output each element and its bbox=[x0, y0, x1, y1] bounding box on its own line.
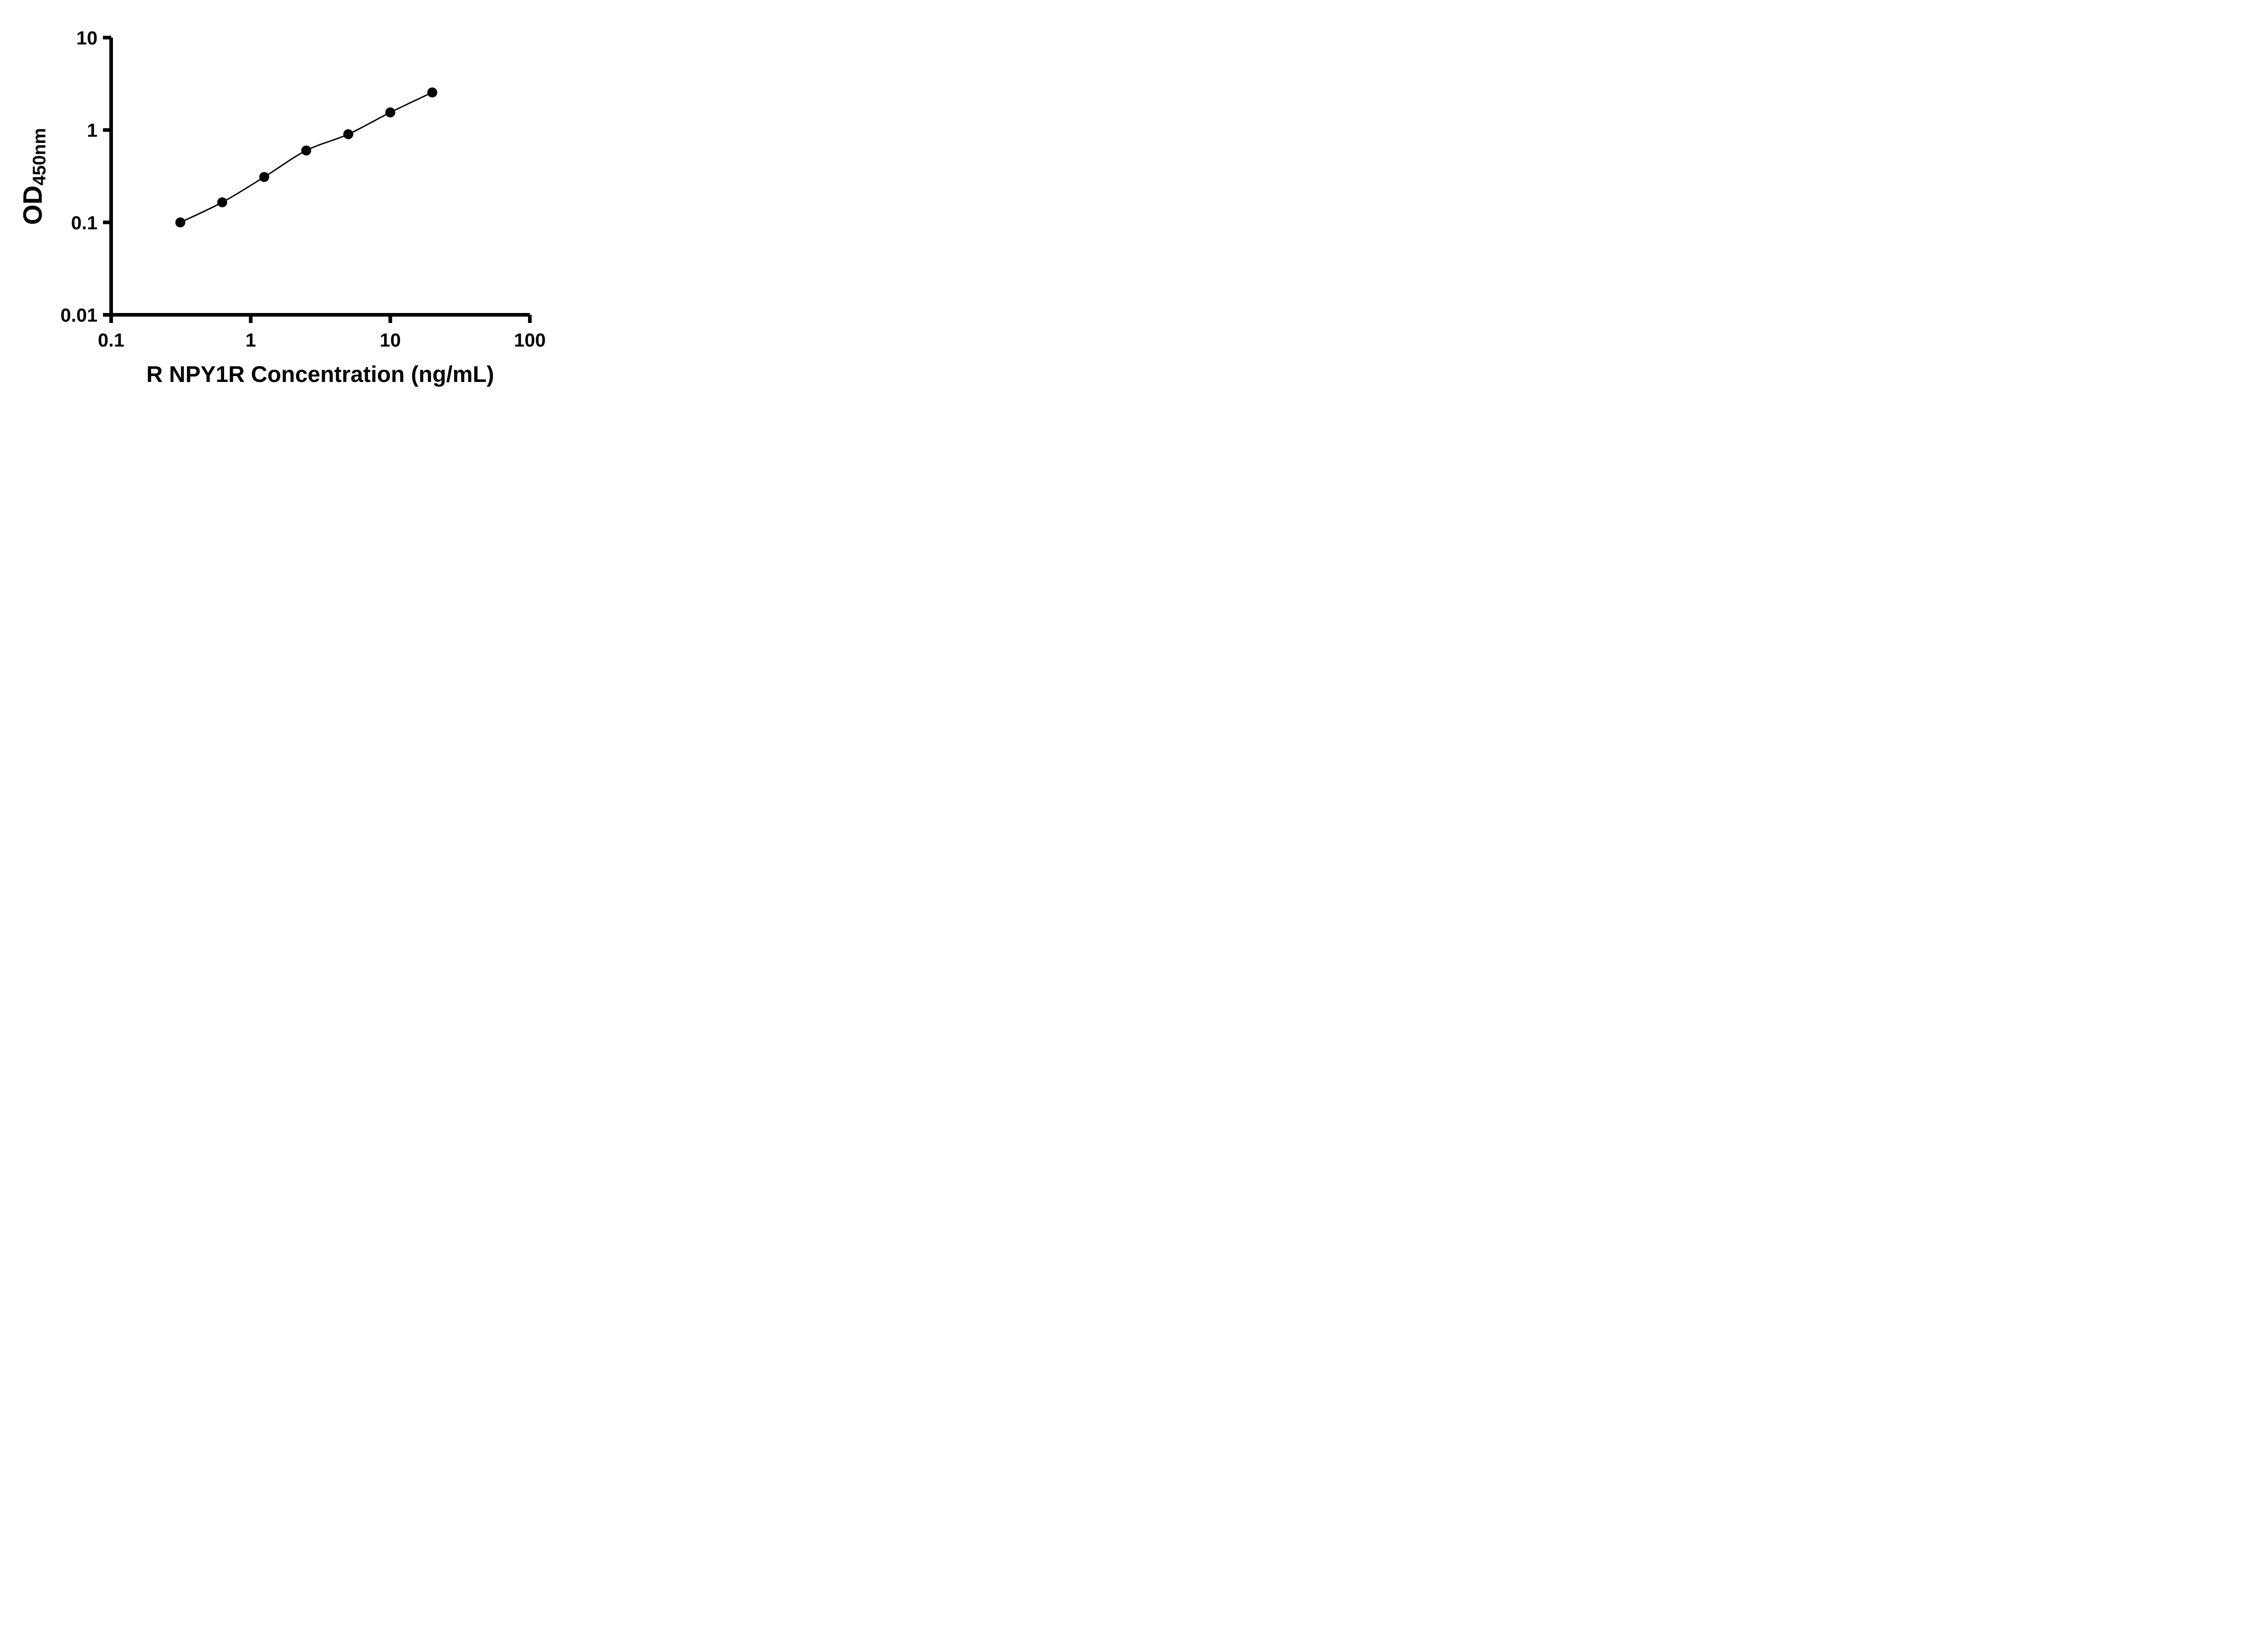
data-point bbox=[343, 129, 353, 139]
y-axis-title-sub: 450nm bbox=[29, 128, 49, 186]
x-axis-title: R NPY1R Concentration (ng/mL) bbox=[147, 362, 494, 387]
data-point bbox=[217, 197, 227, 207]
y-tick-label: 10 bbox=[76, 27, 98, 49]
x-tick-label: 100 bbox=[514, 329, 546, 351]
y-tick-label: 0.1 bbox=[71, 212, 98, 233]
y-tick-label: 1 bbox=[87, 120, 98, 141]
data-point bbox=[259, 172, 269, 182]
x-tick-label: 1 bbox=[245, 329, 256, 351]
data-point bbox=[175, 217, 186, 228]
x-tick-label: 0.1 bbox=[98, 329, 124, 351]
axis-line bbox=[109, 37, 530, 317]
y-tick-label: 0.01 bbox=[60, 304, 98, 326]
y-axis-title-main: OD bbox=[18, 186, 48, 225]
data-point bbox=[385, 107, 396, 117]
data-point bbox=[427, 87, 437, 98]
data-point bbox=[301, 145, 312, 156]
y-axis-title: OD450nm bbox=[18, 128, 49, 225]
elisa-standard-curve-figure: 0.1 1 10 100 0.01 0.1 1 10 R NPY1R Concentratio… bbox=[0, 0, 583, 408]
x-tick-label: 10 bbox=[380, 329, 401, 351]
